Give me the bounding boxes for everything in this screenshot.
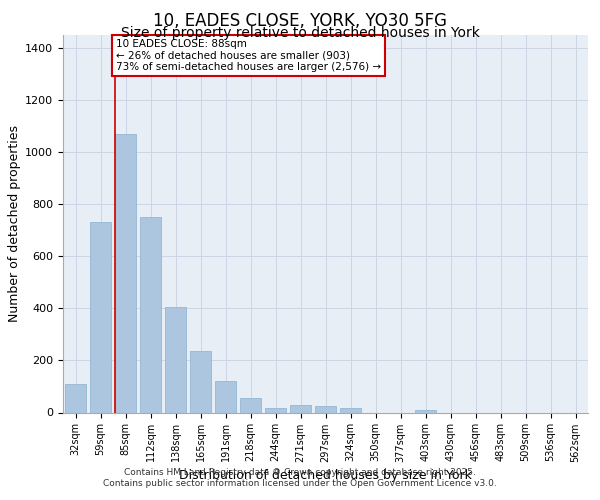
Text: 10 EADES CLOSE: 88sqm
← 26% of detached houses are smaller (903)
73% of semi-det: 10 EADES CLOSE: 88sqm ← 26% of detached …	[116, 39, 381, 72]
Bar	[115, 134, 136, 412]
Bar	[65, 384, 86, 412]
Bar	[240, 398, 261, 412]
X-axis label: Distribution of detached houses by size in York: Distribution of detached houses by size …	[179, 468, 472, 481]
Text: Contains HM Land Registry data © Crown copyright and database right 2025.
Contai: Contains HM Land Registry data © Crown c…	[103, 468, 497, 487]
Bar	[190, 350, 211, 412]
Text: 10, EADES CLOSE, YORK, YO30 5FG: 10, EADES CLOSE, YORK, YO30 5FG	[153, 12, 447, 30]
Bar	[215, 382, 236, 412]
Y-axis label: Number of detached properties: Number of detached properties	[8, 125, 21, 322]
Bar	[90, 222, 111, 412]
Bar	[315, 406, 336, 412]
Bar	[340, 408, 361, 412]
Bar	[415, 410, 436, 412]
Bar	[265, 408, 286, 412]
Bar	[140, 217, 161, 412]
Text: Size of property relative to detached houses in York: Size of property relative to detached ho…	[121, 26, 479, 40]
Bar	[290, 405, 311, 412]
Bar	[165, 307, 186, 412]
